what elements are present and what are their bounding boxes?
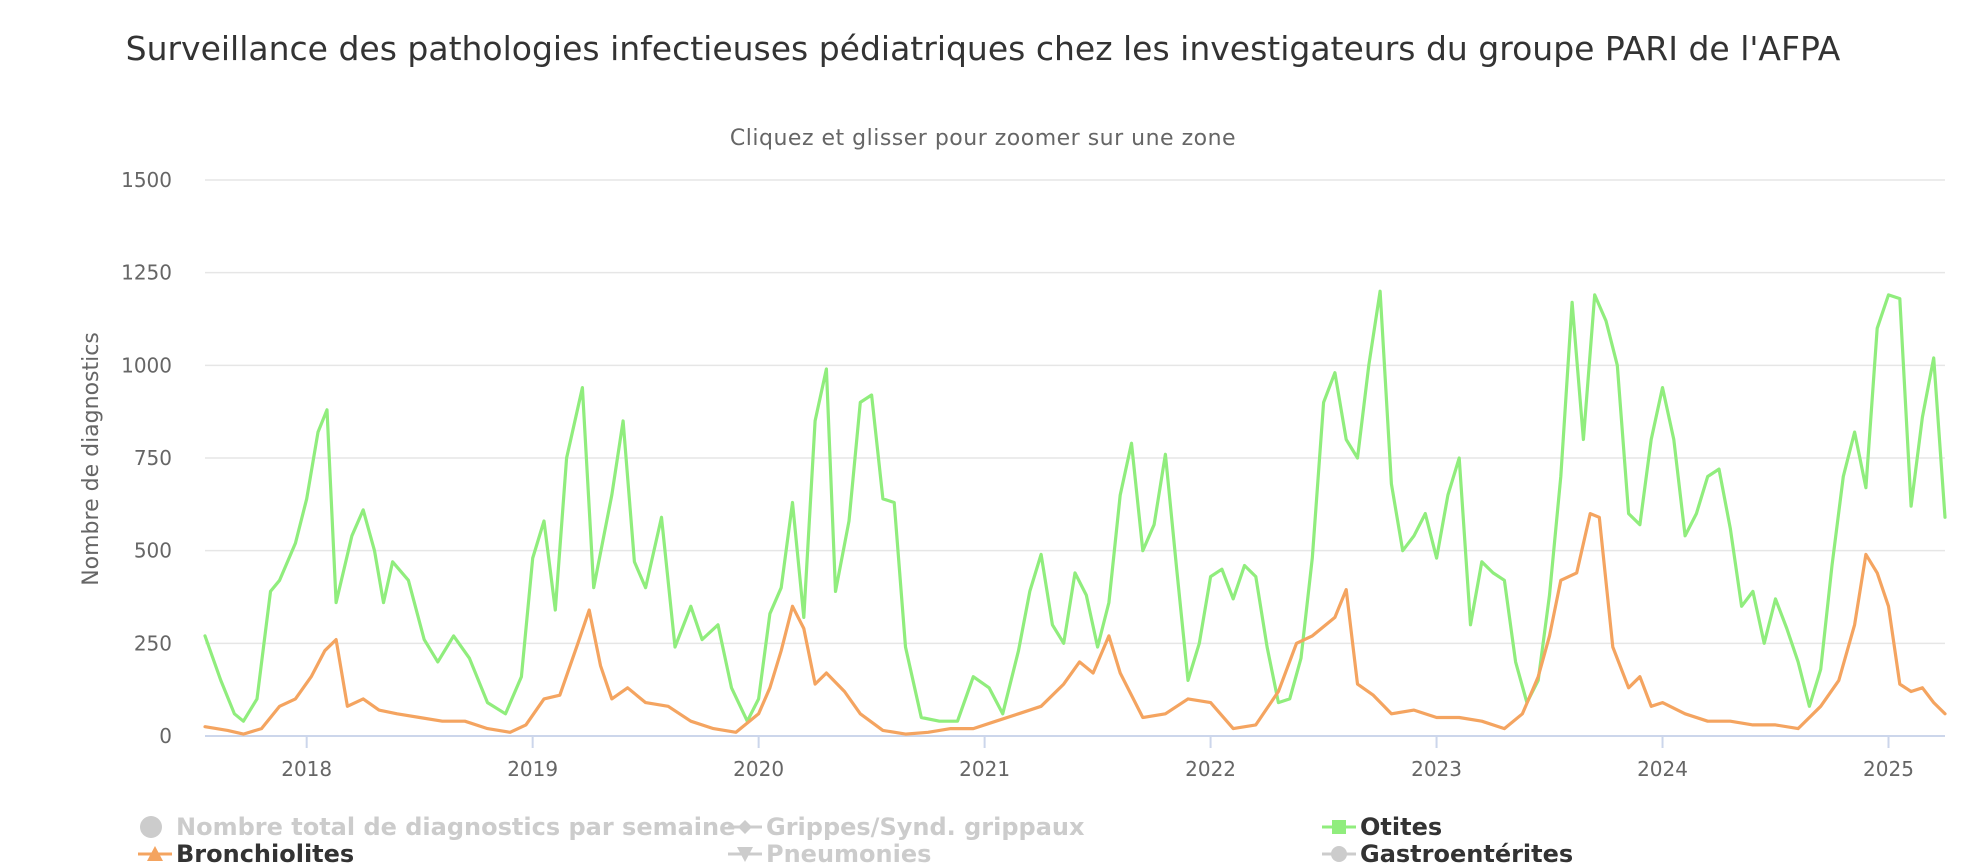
legend-item-grippes[interactable]: Grippes/Synd. grippaux xyxy=(728,813,1084,841)
x-axis-ticks: 2018 2019 2020 2021 2022 2023 2024 2025 xyxy=(281,736,1914,781)
circle-icon xyxy=(138,815,168,839)
x-tick-label: 2024 xyxy=(1637,757,1688,781)
y-tick-label: 500 xyxy=(134,539,172,563)
legend-label-grippes: Grippes/Synd. grippaux xyxy=(766,813,1085,841)
circle-line-icon xyxy=(1322,842,1356,866)
legend-item-otites[interactable]: Otites xyxy=(1322,813,1442,841)
diamond-line-icon xyxy=(728,815,762,839)
x-tick-label: 2020 xyxy=(733,757,784,781)
triangle-down-line-icon xyxy=(728,842,762,866)
y-tick-label: 250 xyxy=(134,631,172,655)
series-group[interactable] xyxy=(203,289,1947,736)
y-tick-label: 750 xyxy=(134,446,172,470)
legend-label-otites: Otites xyxy=(1360,813,1443,841)
x-tick-label: 2019 xyxy=(507,757,558,781)
series-line-bronchiolites[interactable] xyxy=(203,512,1947,736)
y-tick-label: 1250 xyxy=(121,261,172,285)
x-tick-label: 2018 xyxy=(281,757,332,781)
legend-label-pneumonies: Pneumonies xyxy=(766,840,932,868)
legend-item-pneumonies[interactable]: Pneumonies xyxy=(728,840,931,868)
x-tick-label: 2025 xyxy=(1863,757,1914,781)
square-line-icon xyxy=(1322,815,1356,839)
chart-title: Surveillance des pathologies infectieuse… xyxy=(125,29,1841,68)
y-axis-label: Nombre de diagnostics xyxy=(79,332,104,586)
chart-subtitle: Cliquez et glisser pour zoomer sur une z… xyxy=(729,126,1237,151)
y-axis-ticks: 0 250 500 750 1000 1250 1500 xyxy=(121,168,172,748)
x-tick-label: 2021 xyxy=(959,757,1010,781)
x-tick-label: 2023 xyxy=(1411,757,1462,781)
legend-label-bronchiolites: Bronchiolites xyxy=(176,840,355,868)
y-tick-label: 0 xyxy=(159,724,172,748)
x-tick-label: 2022 xyxy=(1185,757,1236,781)
legend-item-bronchiolites[interactable]: Bronchiolites xyxy=(138,840,354,868)
triangle-line-icon xyxy=(138,842,172,866)
grid-lines xyxy=(205,179,1945,645)
series-line-otites[interactable] xyxy=(203,289,1947,723)
y-tick-label: 1500 xyxy=(121,168,172,192)
legend-item-gastroenterites[interactable]: Gastroentérites xyxy=(1322,840,1573,868)
y-tick-label: 1000 xyxy=(121,353,172,377)
legend-label-total: Nombre total de diagnostics par semaine xyxy=(176,813,736,841)
legend-label-gastroenterites: Gastroentérites xyxy=(1360,840,1574,868)
legend-item-total[interactable]: Nombre total de diagnostics par semaine xyxy=(138,813,735,841)
